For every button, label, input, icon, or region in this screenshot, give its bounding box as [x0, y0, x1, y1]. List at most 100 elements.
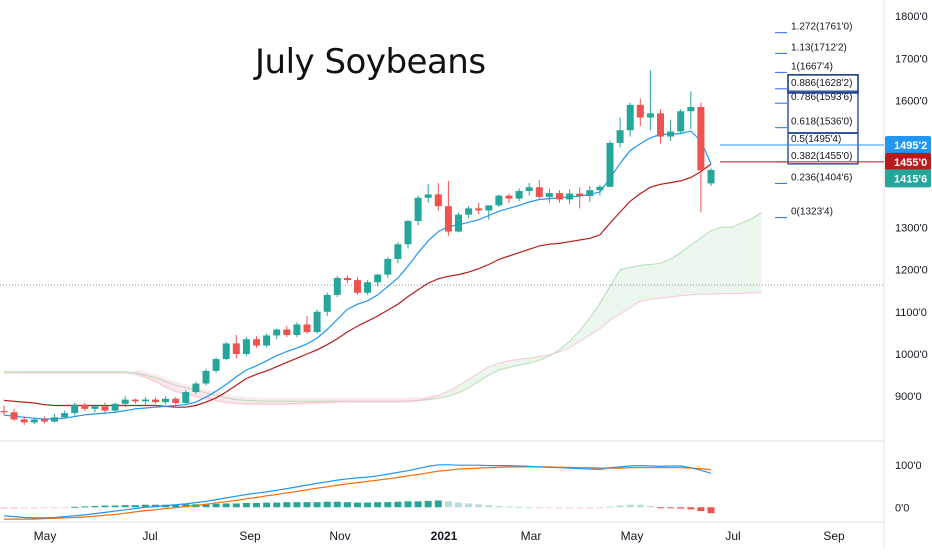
candle: [343, 275, 351, 284]
candle: [495, 194, 503, 208]
macd-histogram-bar: [323, 501, 331, 508]
macd-histogram-bar: [141, 504, 149, 508]
candle: [253, 336, 260, 348]
candle-body: [202, 370, 210, 384]
candle-body: [222, 343, 230, 360]
macd-histogram-bar: [40, 507, 48, 509]
candle-body: [515, 191, 523, 199]
candle: [687, 91, 695, 130]
candle: [152, 397, 159, 404]
candle-body: [566, 193, 574, 200]
candle-body: [61, 413, 69, 418]
macd-histogram-bar: [384, 502, 392, 508]
candle-body: [596, 186, 604, 191]
candle: [485, 205, 493, 220]
macd-histogram-bar: [394, 501, 402, 508]
candle-body: [51, 417, 58, 422]
macd-histogram-bar: [636, 504, 644, 508]
candle-body: [121, 399, 129, 404]
candle: [121, 396, 129, 408]
macd-histogram-bar: [465, 503, 473, 508]
macd-histogram-bar: [20, 507, 28, 509]
candle: [424, 184, 432, 203]
candle: [566, 189, 574, 205]
candle-body: [616, 130, 624, 143]
fib-box-zone: [787, 90, 859, 165]
time-tick-label: Jul: [725, 529, 740, 543]
candle-body: [323, 294, 331, 312]
macd-histogram-bar: [212, 503, 220, 508]
candle-body: [424, 194, 432, 198]
candle: [545, 188, 553, 203]
candle-body: [293, 324, 301, 335]
candle: [505, 193, 513, 203]
macd-histogram-bar: [495, 505, 503, 508]
candle-body: [556, 193, 563, 200]
macd-histogram-bar: [253, 503, 260, 508]
candle: [475, 202, 483, 215]
macd-histogram-bar: [182, 504, 190, 508]
candle: [535, 180, 543, 199]
macd-histogram-bar: [172, 504, 180, 508]
macd-histogram-bar: [232, 503, 240, 508]
candle-body: [192, 383, 200, 392]
time-tick-label: Nov: [329, 529, 350, 543]
candle-body: [475, 208, 483, 211]
candle: [404, 219, 412, 249]
fib-level-label: 1.272(1761'0): [791, 22, 852, 33]
candle: [586, 185, 594, 202]
fib-level-label: 1(1667'4): [791, 61, 833, 72]
fib-level-label: 0.382(1455'0): [791, 151, 852, 162]
candle-body: [545, 193, 553, 197]
fib-level-label: 0(1323'4): [791, 207, 833, 218]
price-tag-box: [885, 152, 931, 171]
price-tag-label: 1455'0: [894, 157, 927, 169]
kijun-line: [3, 163, 712, 408]
candle-body: [81, 404, 89, 409]
candle: [515, 188, 523, 202]
macd-histogram-bar: [596, 507, 604, 509]
macd-histogram-bar: [71, 506, 79, 508]
candle: [667, 119, 675, 141]
time-tick-label: Mar: [521, 529, 542, 543]
candle-body: [232, 343, 240, 354]
macd-signal-line: [4, 466, 712, 520]
price-tick-label: 1700'0: [895, 53, 928, 65]
cloud-span-b-line: [4, 292, 762, 405]
candle-body: [586, 190, 594, 197]
candle-body: [263, 335, 271, 346]
candle: [374, 273, 382, 287]
time-tick-label: 2021: [431, 529, 458, 543]
candle-body: [152, 399, 159, 403]
candle: [576, 187, 584, 209]
macd-histogram-bar: [364, 502, 372, 508]
candle-body: [343, 278, 351, 281]
price-tag-label: 1495'2: [894, 140, 927, 152]
macd-histogram-bar: [273, 502, 281, 508]
candle: [616, 117, 624, 148]
fib-level-label: 0.5(1495'4): [791, 134, 841, 145]
candle-body: [91, 406, 99, 409]
candle-body: [71, 404, 79, 414]
candle: [313, 309, 321, 334]
macd-histogram-bar: [545, 507, 553, 509]
candle-body: [606, 142, 614, 187]
candle: [172, 397, 180, 405]
macd-histogram-bar: [475, 504, 483, 508]
candle-body: [10, 412, 18, 420]
macd-histogram-bar: [0, 507, 8, 509]
macd-histogram-bar: [586, 507, 594, 509]
candle: [323, 292, 331, 316]
candle: [182, 389, 190, 404]
candle-body: [505, 195, 513, 199]
candle-body: [384, 259, 392, 275]
candle: [364, 280, 372, 295]
candle-body: [455, 214, 462, 232]
candle-body: [212, 359, 220, 371]
candle: [212, 357, 220, 373]
candle: [556, 190, 563, 203]
macd-histogram-bar: [657, 507, 664, 509]
ichimoku-cloud: [4, 212, 762, 404]
macd-histogram-bar: [505, 506, 513, 508]
